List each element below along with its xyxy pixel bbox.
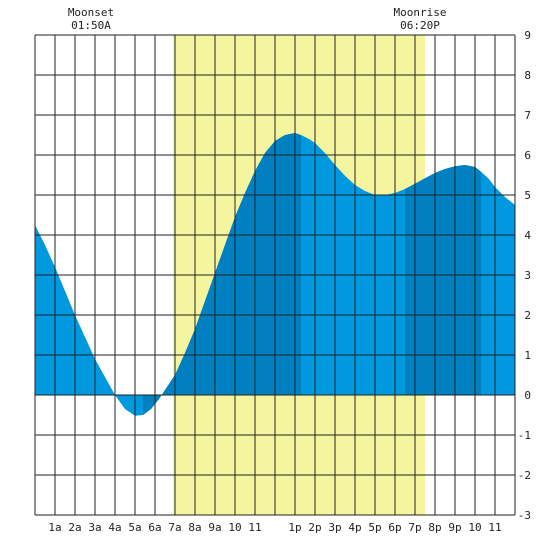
x-tick-label: 11 <box>488 521 501 534</box>
x-tick-label: 1a <box>48 521 61 534</box>
grid-layer <box>34 34 516 516</box>
y-tick-label: 5 <box>524 189 531 202</box>
y-tick-label: 9 <box>524 29 531 42</box>
x-tick-label: 6a <box>148 521 161 534</box>
x-tick-label: 1p <box>288 521 301 534</box>
y-tick-label: 4 <box>524 229 531 242</box>
x-tick-label: 8p <box>428 521 441 534</box>
tick-label-layer: 1a 2a 3a 4a 5a 6a 7a 8a 9a 10 11 1p 2p 3p 4p 5p 6p 7p 8p 9p… <box>48 29 531 534</box>
y-tick-label: 2 <box>524 309 531 322</box>
y-tick-label: 6 <box>524 149 531 162</box>
x-tick-label: 8a <box>188 521 201 534</box>
moonset-title: Moonset <box>68 6 114 19</box>
x-tick-label: 9p <box>448 521 461 534</box>
moonrise-title: Moonrise <box>394 6 447 19</box>
x-tick-label: 10 <box>228 521 241 534</box>
x-tick-label: 10 <box>468 521 481 534</box>
y-tick-label: 3 <box>524 269 531 282</box>
moonset-time: 01:50A <box>71 19 111 32</box>
x-tick-label: 5p <box>368 521 381 534</box>
x-tick-label: 6p <box>388 521 401 534</box>
y-tick-label: -1 <box>518 429 531 442</box>
y-tick-label: 1 <box>524 349 531 362</box>
x-tick-label: 7p <box>408 521 421 534</box>
x-tick-label: 11 <box>248 521 261 534</box>
y-tick-label: 8 <box>524 69 531 82</box>
y-tick-label: -3 <box>518 509 531 522</box>
x-tick-label: 7a <box>168 521 181 534</box>
x-tick-label: 2a <box>68 521 81 534</box>
moonrise-time: 06:20P <box>400 19 440 32</box>
x-tick-label: 5a <box>128 521 141 534</box>
x-tick-label: 3p <box>328 521 341 534</box>
x-tick-label: 4p <box>348 521 361 534</box>
y-tick-label: 7 <box>524 109 531 122</box>
x-tick-label: 3a <box>88 521 101 534</box>
y-tick-label: -2 <box>518 469 531 482</box>
y-tick-label: 0 <box>524 389 531 402</box>
x-tick-label: 2p <box>308 521 321 534</box>
x-tick-label: 9a <box>208 521 221 534</box>
x-tick-label: 4a <box>108 521 121 534</box>
